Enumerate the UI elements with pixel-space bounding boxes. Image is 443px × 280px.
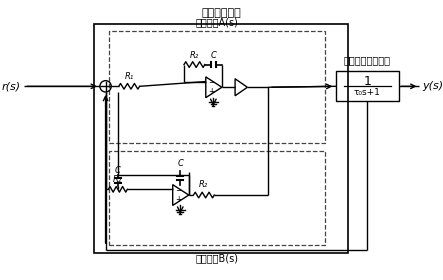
Text: −: − bbox=[175, 186, 182, 195]
Text: R₂: R₂ bbox=[199, 180, 209, 189]
Text: 新型补偿电路: 新型补偿电路 bbox=[201, 8, 241, 18]
Text: R₂: R₂ bbox=[113, 175, 122, 184]
Text: C: C bbox=[115, 166, 121, 175]
Text: R₁: R₁ bbox=[124, 72, 134, 81]
Bar bbox=[109, 151, 325, 245]
Text: 惯性环节B(s): 惯性环节B(s) bbox=[196, 253, 239, 263]
Bar bbox=[109, 31, 325, 143]
Text: R₂: R₂ bbox=[190, 51, 199, 60]
Text: C: C bbox=[210, 51, 216, 60]
Text: C: C bbox=[177, 159, 183, 168]
Text: τ₀s+1: τ₀s+1 bbox=[354, 88, 381, 97]
Text: y(s): y(s) bbox=[422, 81, 443, 91]
Text: r(s): r(s) bbox=[1, 81, 20, 91]
Text: 1: 1 bbox=[364, 75, 371, 88]
Text: 系统中的惯性滞后: 系统中的惯性滞后 bbox=[344, 55, 391, 66]
Bar bbox=[94, 24, 348, 253]
Text: +: + bbox=[175, 195, 182, 204]
Bar bbox=[336, 71, 399, 101]
Text: 比例积分A(s): 比例积分A(s) bbox=[196, 17, 239, 27]
Text: +: + bbox=[209, 87, 215, 97]
Text: −: − bbox=[209, 78, 215, 87]
